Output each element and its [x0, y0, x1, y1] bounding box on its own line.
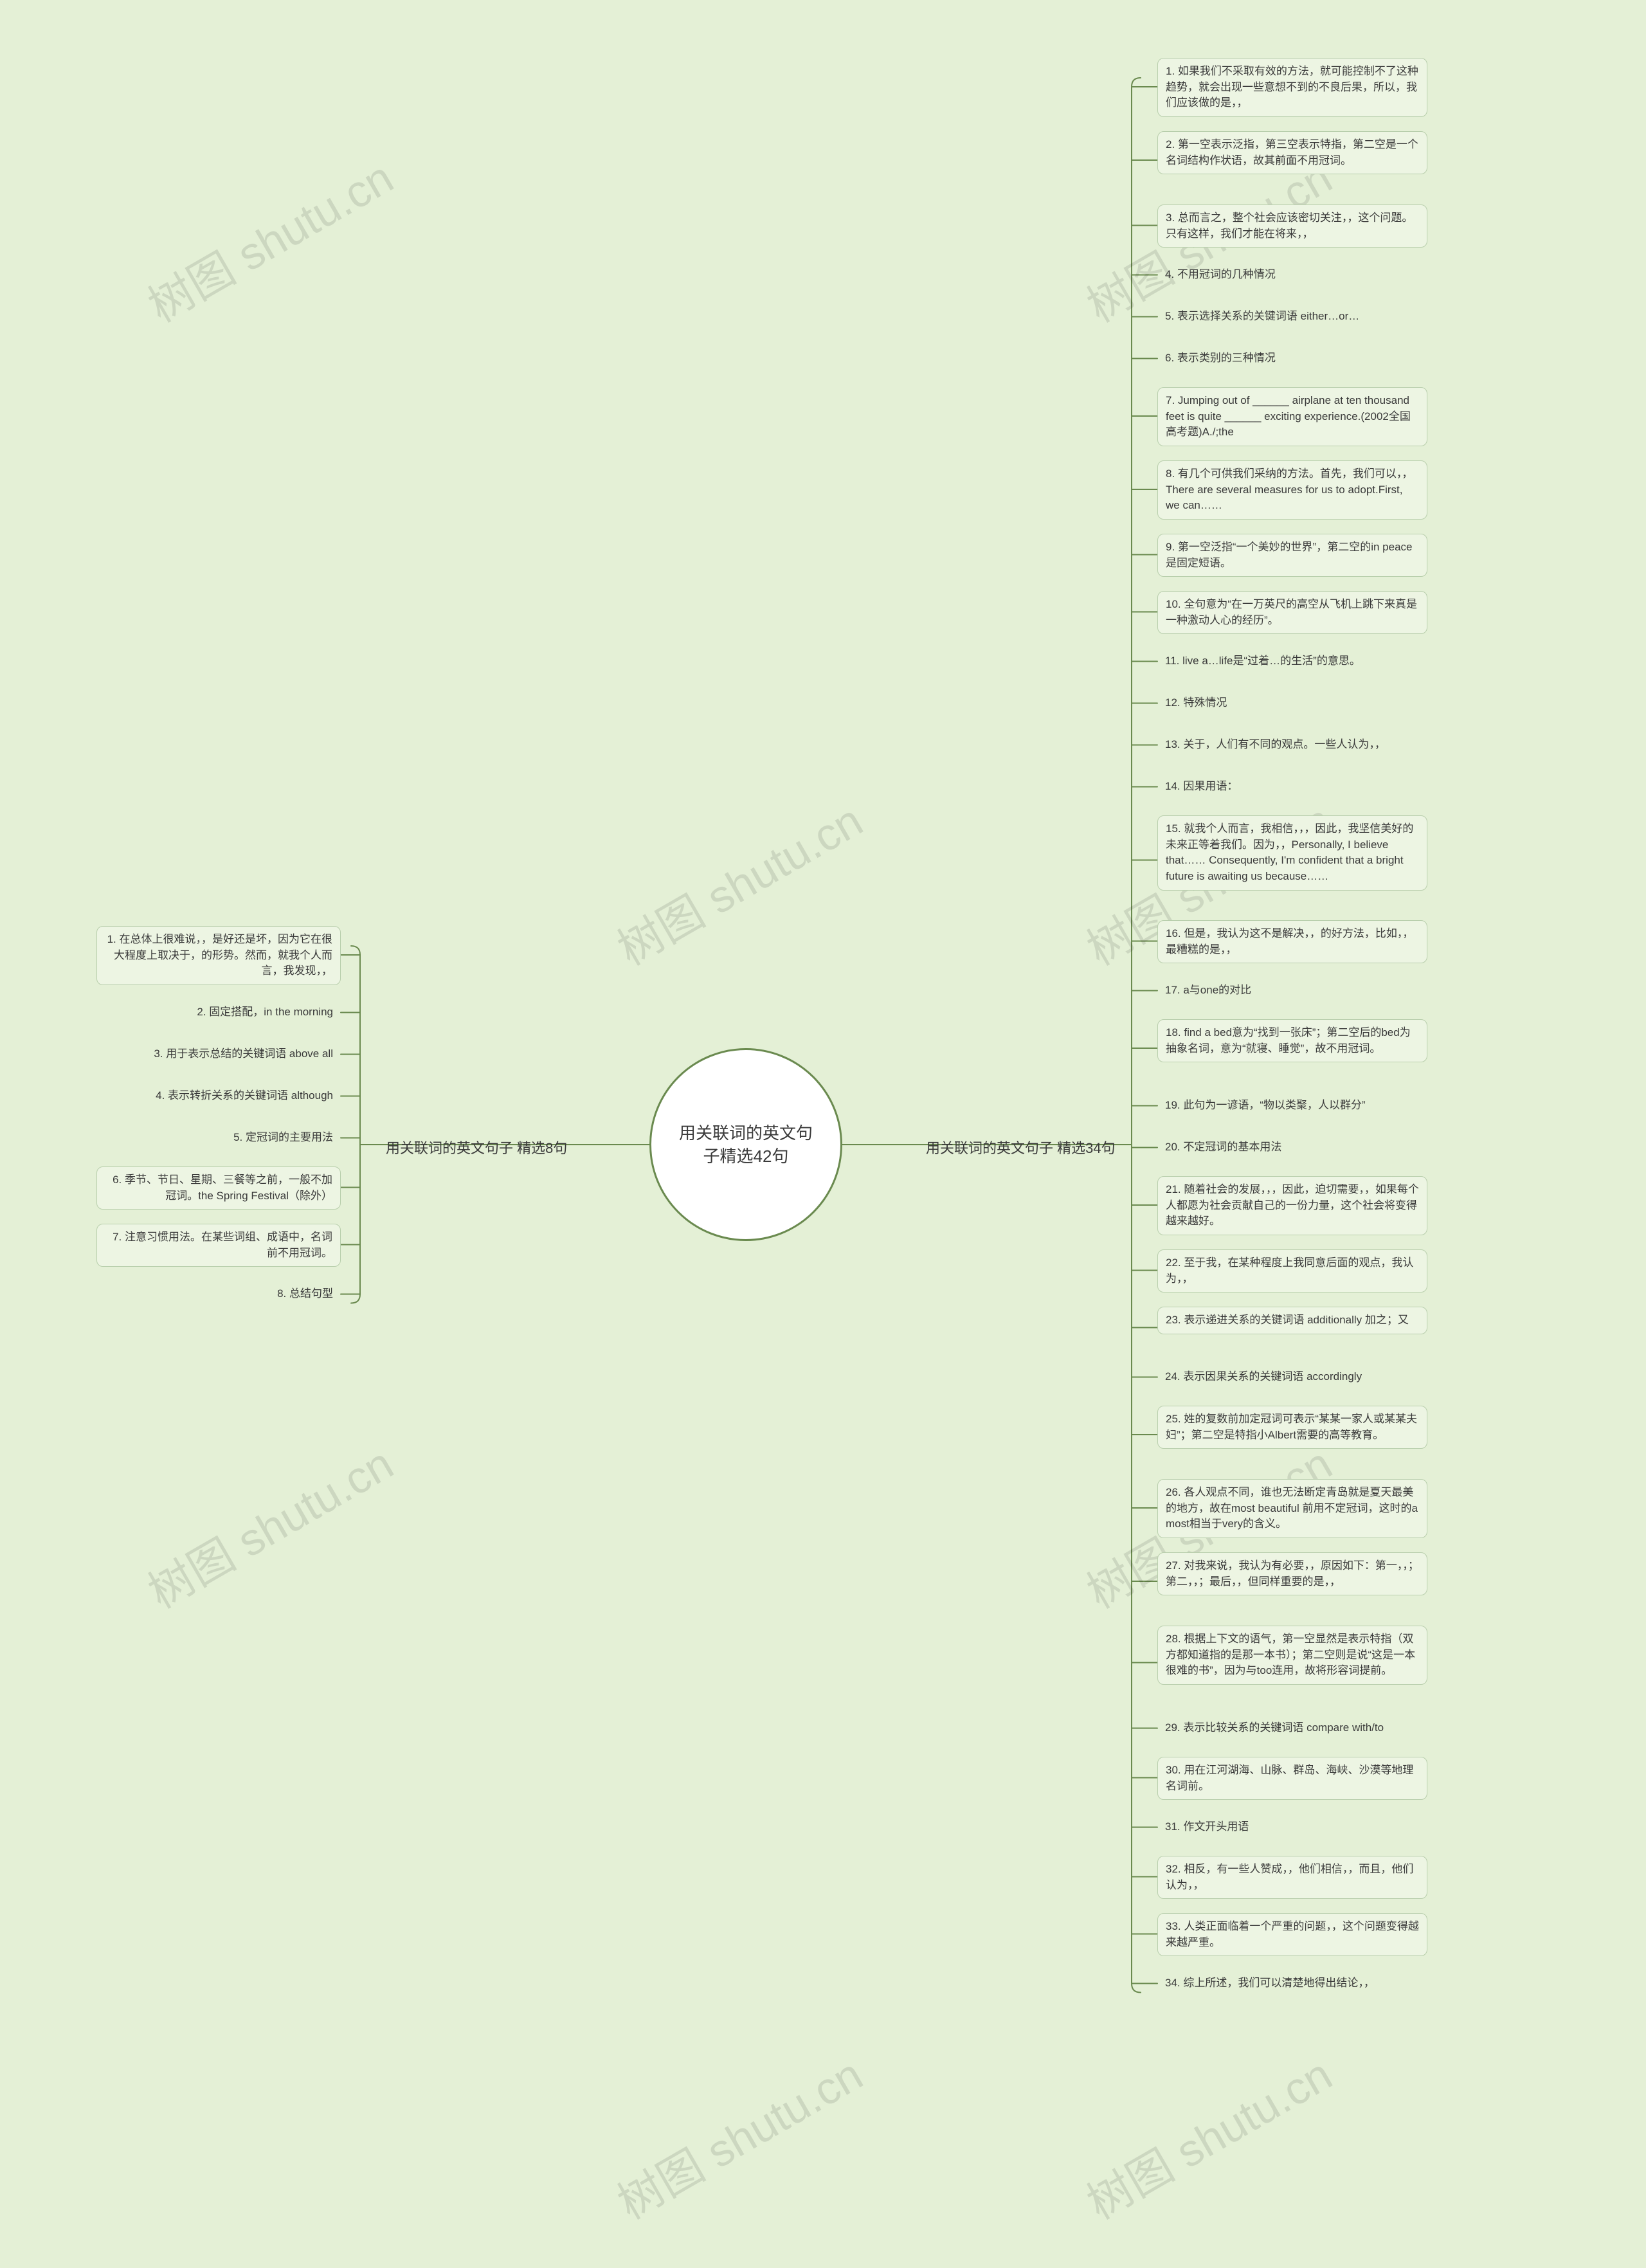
leaf-node: 12. 特殊情况 [1157, 690, 1427, 716]
leaf-node: 17. a与one的对比 [1157, 977, 1427, 1004]
leaf-node: 27. 对我来说，我认为有必要，，原因如下：第一，，；第二，，；最后，，但同样重… [1157, 1552, 1427, 1595]
leaf-node: 33. 人类正面临着一个严重的问题，，这个问题变得越来越严重。 [1157, 1913, 1427, 1956]
leaf-node: 6. 表示类别的三种情况 [1157, 345, 1427, 372]
leaf-node: 20. 不定冠词的基本用法 [1157, 1134, 1427, 1161]
leaf-node: 7. Jumping out of ______ airplane at ten… [1157, 387, 1427, 446]
leaf-node: 3. 总而言之，整个社会应该密切关注，，这个问题。只有这样，我们才能在将来，， [1157, 204, 1427, 248]
leaf-node: 7. 注意习惯用法。在某些词组、成语中，名词前不用冠词。 [96, 1224, 341, 1267]
leaf-node: 23. 表示递进关系的关键词语 additionally 加之；又 [1157, 1307, 1427, 1334]
leaf-node: 18. find a bed意为“找到一张床”；第二空后的bed为抽象名词，意为… [1157, 1019, 1427, 1062]
leaf-node: 31. 作文开头用语 [1157, 1814, 1427, 1840]
leaf-node: 30. 用在江河湖海、山脉、群岛、海峡、沙漠等地理名词前。 [1157, 1757, 1427, 1800]
leaf-node: 1. 如果我们不采取有效的方法，就可能控制不了这种趋势，就会出现一些意想不到的不… [1157, 58, 1427, 117]
center-node: 用关联词的英文句子精选42句 [649, 1048, 842, 1241]
leaf-node: 24. 表示因果关系的关键词语 accordingly [1157, 1364, 1427, 1390]
leaf-node: 4. 不用冠词的几种情况 [1157, 262, 1427, 288]
leaf-node: 16. 但是，我认为这不是解决，，的好方法，比如，，最糟糕的是，， [1157, 920, 1427, 963]
leaf-node: 28. 根据上下文的语气，第一空显然是表示特指（双方都知道指的是那一本书）；第二… [1157, 1626, 1427, 1685]
mindmap-stage: 树图 shutu.cn树图 shutu.cn树图 shutu.cn树图 shut… [0, 0, 1646, 2268]
leaf-node: 10. 全句意为“在一万英尺的高空从飞机上跳下来真是一种激动人心的经历”。 [1157, 591, 1427, 634]
leaf-node: 9. 第一空泛指“一个美妙的世界”，第二空的in peace是固定短语。 [1157, 534, 1427, 577]
leaf-node: 5. 定冠词的主要用法 [96, 1125, 341, 1151]
leaf-node: 22. 至于我，在某种程度上我同意后面的观点，我认为，， [1157, 1249, 1427, 1293]
leaf-node: 1. 在总体上很难说，，是好还是坏，因为它在很大程度上取决于，的形势。然而，就我… [96, 926, 341, 985]
leaf-node: 13. 关于，人们有不同的观点。一些人认为，， [1157, 732, 1427, 758]
leaf-node: 25. 姓的复数前加定冠词可表示“某某一家人或某某夫妇”；第二空是特指小Albe… [1157, 1406, 1427, 1449]
leaf-node: 8. 有几个可供我们采纳的方法。首先，我们可以，，There are sever… [1157, 460, 1427, 520]
leaf-node: 14. 因果用语： [1157, 774, 1427, 800]
leaf-node: 3. 用于表示总结的关键词语 above all [96, 1041, 341, 1067]
leaf-node: 26. 各人观点不同，谁也无法断定青岛就是夏天最美的地方，故在most beau… [1157, 1479, 1427, 1538]
leaf-node: 2. 固定搭配，in the morning [96, 999, 341, 1026]
leaf-node: 4. 表示转折关系的关键词语 although [96, 1083, 341, 1109]
leaf-node: 11. live a…life是“过着…的生活”的意思。 [1157, 648, 1427, 675]
leaf-node: 2. 第一空表示泛指，第三空表示特指，第二空是一个名词结构作状语，故其前面不用冠… [1157, 131, 1427, 174]
leaf-node: 5. 表示选择关系的关键词语 either…or… [1157, 304, 1427, 330]
branch-label-right: 用关联词的英文句子 精选34句 [926, 1137, 1116, 1157]
leaf-node: 8. 总结句型 [96, 1281, 341, 1307]
branch-label-left: 用关联词的英文句子 精选8句 [386, 1137, 567, 1157]
leaf-node: 34. 综上所述，我们可以清楚地得出结论，， [1157, 1970, 1427, 1997]
leaf-node: 6. 季节、节日、星期、三餐等之前，一般不加冠词。the Spring Fest… [96, 1166, 341, 1210]
leaf-node: 15. 就我个人而言，我相信，，，因此，我坚信美好的未来正等着我们。因为，，Pe… [1157, 815, 1427, 891]
leaf-node: 21. 随着社会的发展，，，因此，迫切需要，，如果每个人都愿为社会贡献自己的一份… [1157, 1176, 1427, 1235]
leaf-node: 19. 此句为一谚语，“物以类聚，人以群分” [1157, 1093, 1427, 1119]
leaf-node: 32. 相反，有一些人赞成，，他们相信，，而且，他们认为，， [1157, 1856, 1427, 1899]
leaf-node: 29. 表示比较关系的关键词语 compare with/to [1157, 1715, 1427, 1741]
